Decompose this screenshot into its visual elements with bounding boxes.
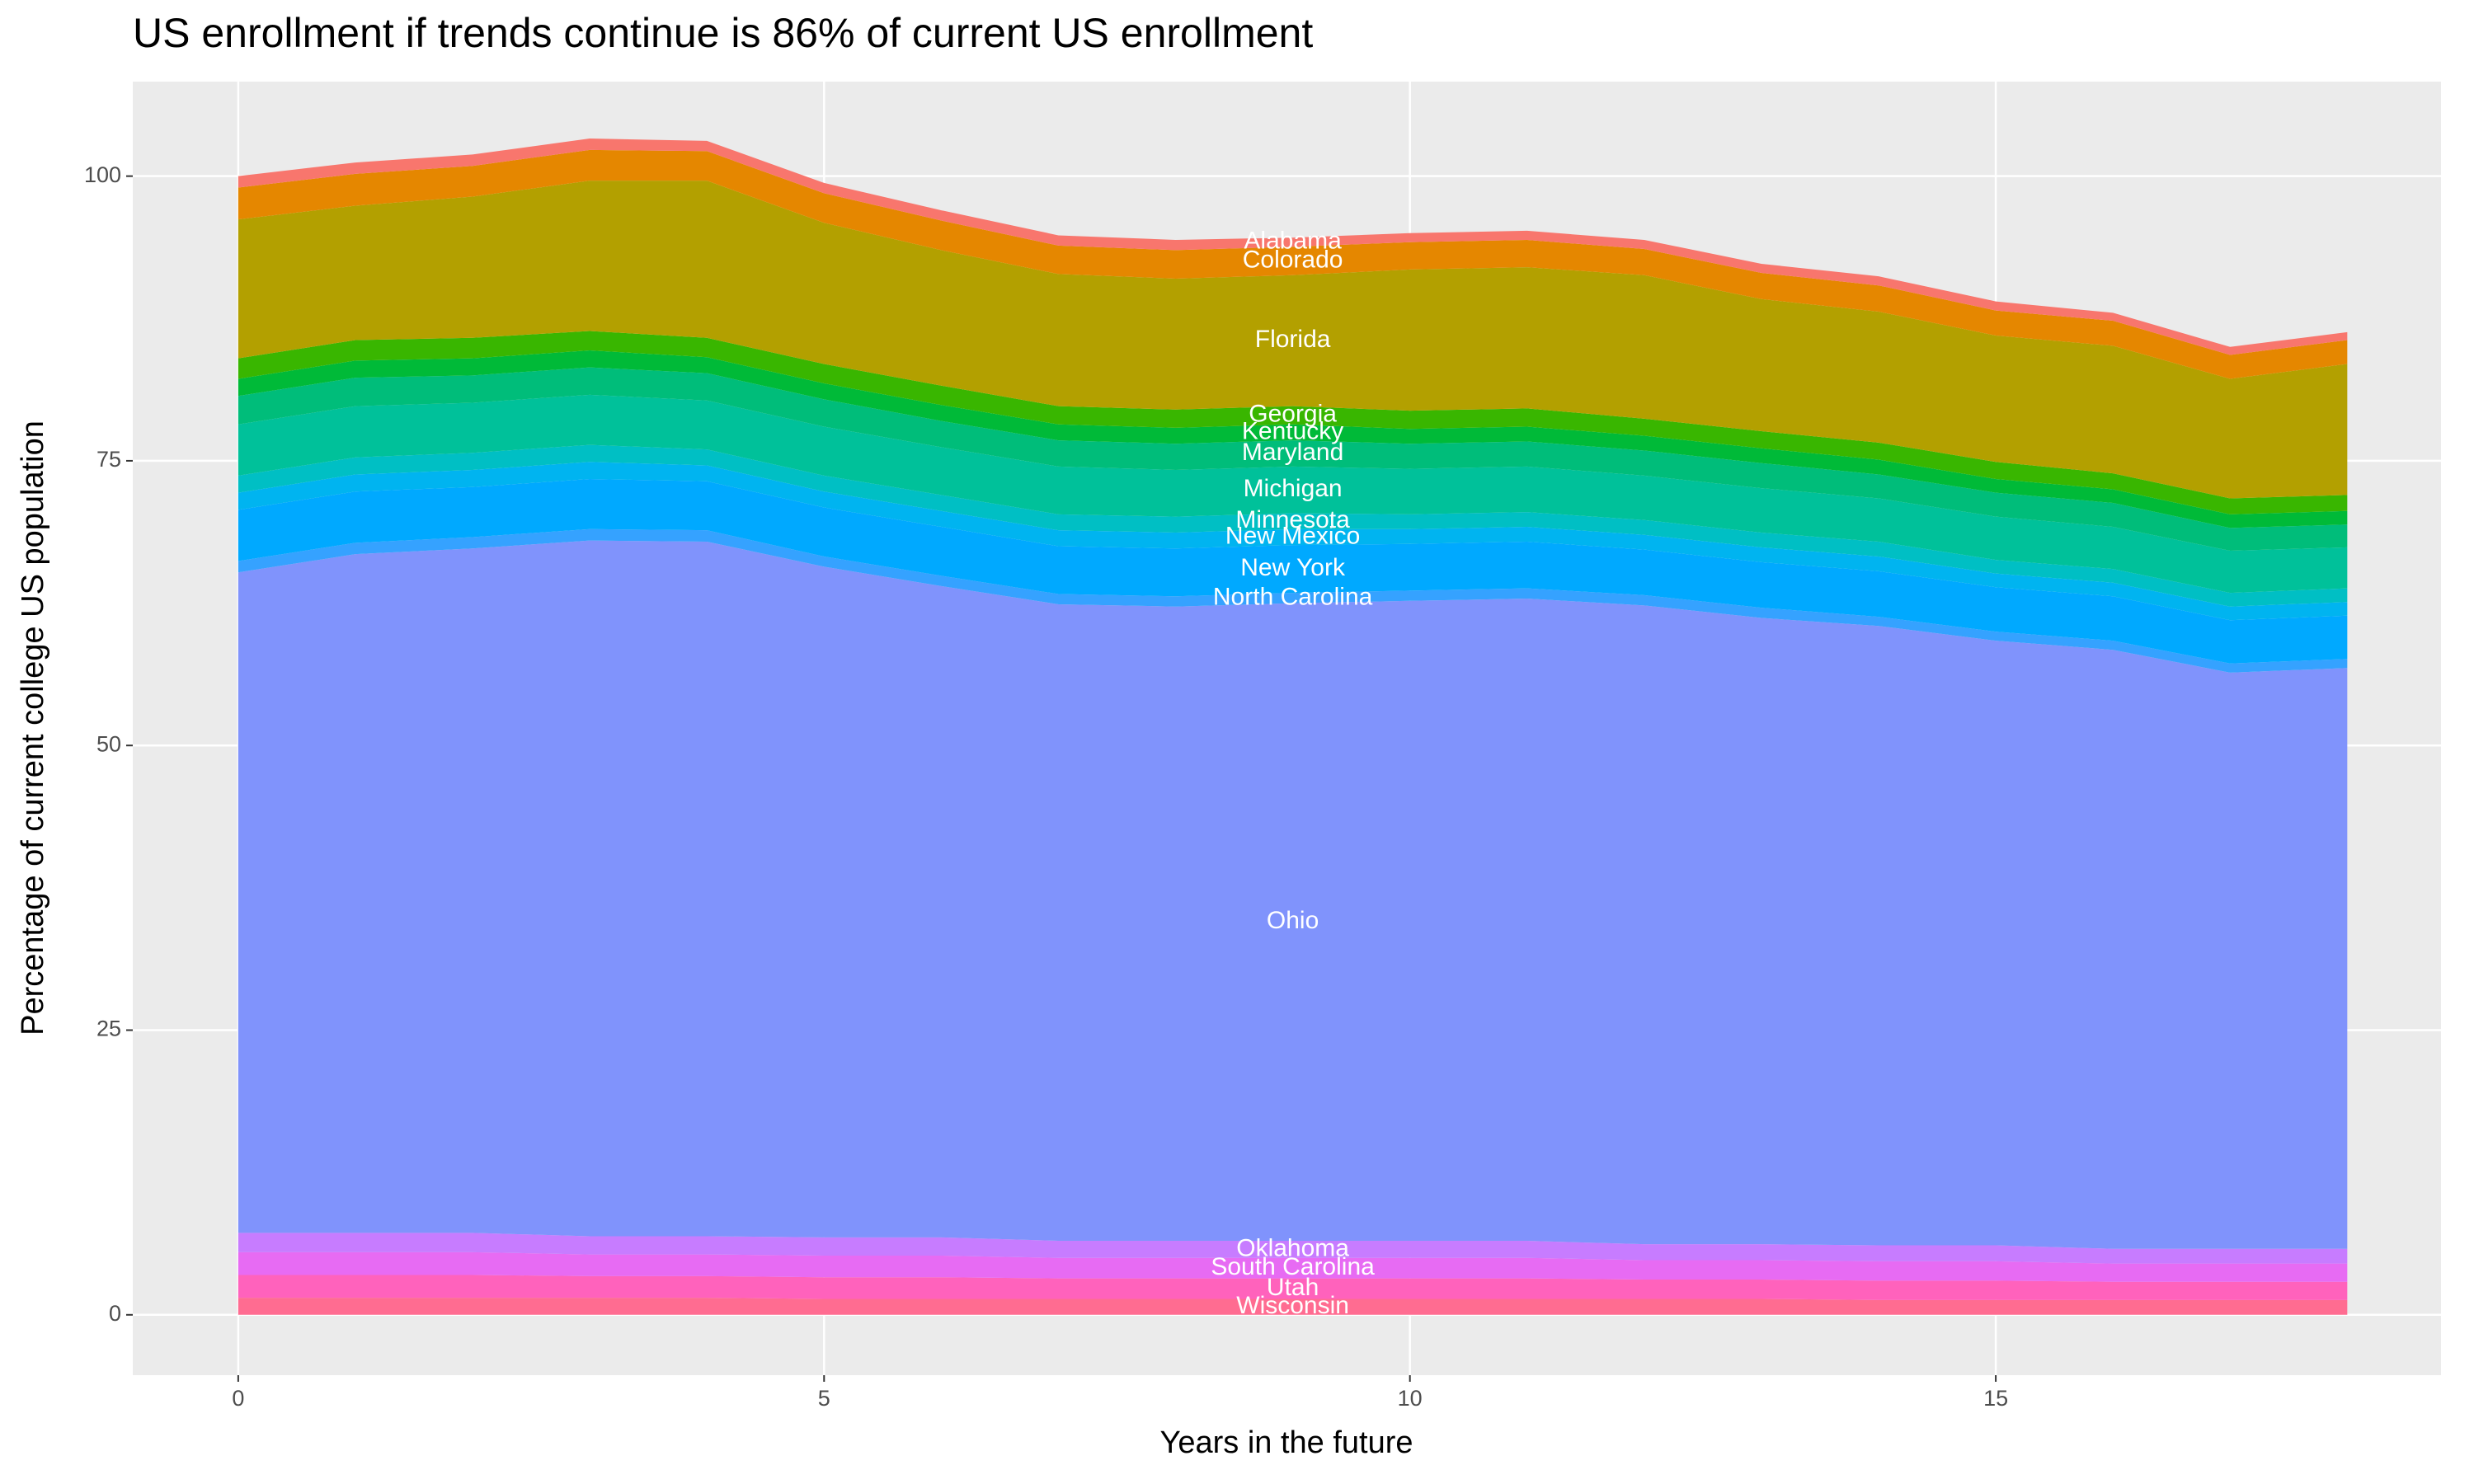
area-label: Florida [1255,326,1331,353]
area-label: Maryland [1242,439,1343,466]
area [238,540,2348,1249]
area-label: Alabama [1244,228,1342,255]
x-tick-label: 15 [1983,1386,2008,1411]
x-axis-title: Years in the future [1159,1425,1413,1460]
x-tick-label: 0 [232,1386,244,1411]
x-tick-label: 10 [1398,1386,1423,1411]
area-label: Georgia [1249,401,1337,428]
area [238,350,2348,528]
area [238,1233,2348,1264]
chart-title: US enrollment if trends continue is 86% … [133,10,1313,56]
area-label: Ohio [1267,907,1319,934]
y-tick-label: 75 [96,447,121,472]
area-label: Oklahoma [1236,1234,1349,1261]
y-tick-label: 0 [109,1301,121,1326]
y-tick-label: 50 [96,731,121,756]
area [238,367,2348,552]
area [238,1252,2348,1282]
area [238,394,2348,594]
area-label: Michigan [1244,475,1343,502]
area [238,1275,2348,1300]
area-label: Wisconsin [1236,1292,1349,1319]
area [238,181,2348,499]
area [238,528,2348,673]
x-tick-label: 5 [818,1386,830,1411]
area [238,331,2348,514]
area-label: North Carolina [1213,583,1373,610]
y-tick-label: 25 [96,1017,121,1041]
area [238,462,2348,621]
area-label: South Carolina [1211,1253,1375,1280]
area-label: Kentucky [1242,417,1343,444]
area-label: Minnesota [1235,506,1350,533]
area-label: New York [1240,554,1346,581]
y-tick-label: 100 [84,162,121,187]
area-label: Utah [1267,1274,1319,1301]
area [238,444,2348,607]
area-label: New Mexico [1225,522,1360,549]
y-axis-title: Percentage of current college US populat… [16,420,50,1036]
area [238,1298,2348,1315]
area [238,149,2348,379]
area [238,139,2348,355]
area [238,479,2348,664]
area-label: Colorado [1243,246,1343,273]
